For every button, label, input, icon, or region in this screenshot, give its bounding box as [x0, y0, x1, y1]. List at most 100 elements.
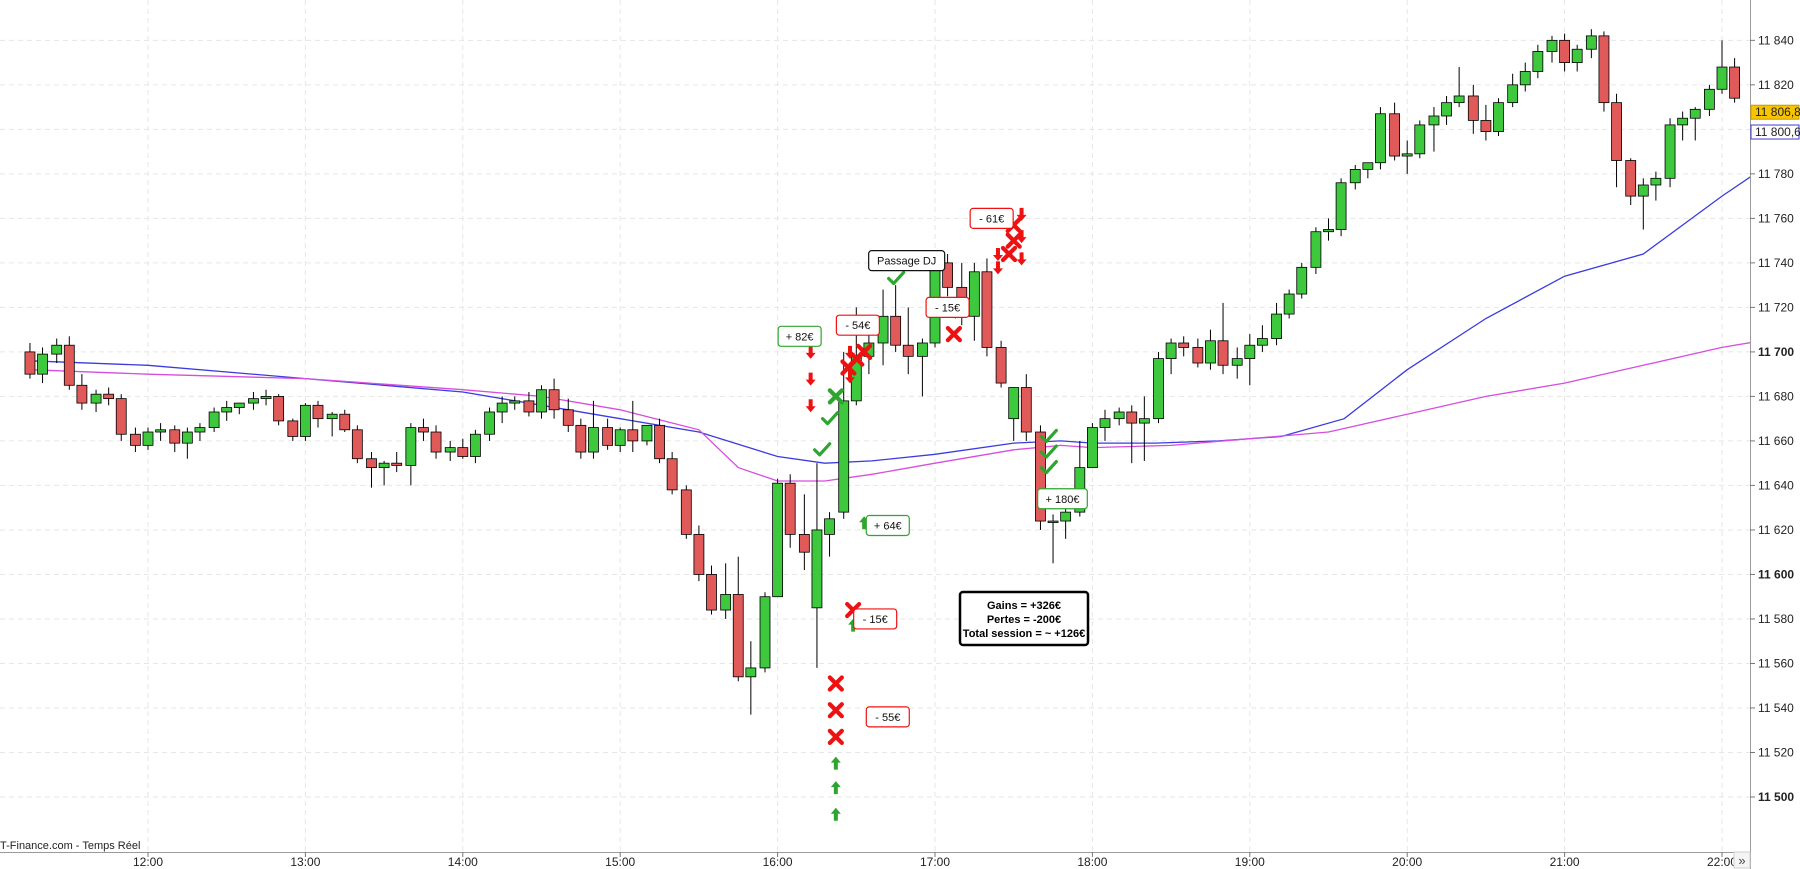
candle-up	[1546, 35, 1558, 63]
candle-body	[720, 594, 732, 611]
candle-body	[90, 393, 102, 404]
scroll-right-button-box[interactable]	[1733, 851, 1751, 869]
candle-down	[273, 394, 285, 426]
price-badge-label: 11 800,6	[1755, 125, 1800, 139]
candle-down	[890, 285, 902, 352]
arrow-down-icon	[1016, 252, 1027, 266]
candle-up	[1165, 338, 1177, 375]
check-icon	[1039, 460, 1058, 475]
candle-up	[1138, 396, 1150, 461]
candle-body	[1099, 418, 1111, 428]
candle-body	[1704, 88, 1715, 110]
candle-up	[1205, 329, 1216, 370]
price-badges: 11 806,8 11 800,6	[1750, 104, 1800, 140]
candle-body	[1349, 169, 1361, 184]
session-summary: Gains = +326€ Pertes = -200€ Total sessi…	[958, 590, 1090, 647]
arrow-down-icon	[805, 399, 816, 413]
trade-label-box	[1037, 488, 1088, 510]
candle-body	[917, 342, 928, 357]
arrow-down-icon	[805, 345, 816, 359]
trade-label: - 15€	[925, 296, 970, 318]
candle-down	[1178, 336, 1190, 357]
candle-body	[1611, 102, 1622, 161]
scroll-right-icon[interactable]: »	[1738, 853, 1745, 868]
candle-up	[469, 429, 481, 464]
x-tick-label: 22:00	[1707, 855, 1737, 869]
candle-body	[457, 447, 469, 457]
candle-body	[496, 402, 508, 413]
y-tick-label: 11 540	[1758, 701, 1794, 715]
candle-body	[772, 482, 783, 598]
candle-body	[1401, 153, 1413, 157]
candle-down	[548, 378, 560, 419]
candle-body	[287, 420, 299, 437]
check-icon	[813, 442, 832, 457]
scroll-right-button[interactable]: »	[1733, 851, 1751, 869]
candle-body	[838, 400, 850, 513]
trade-label-box	[853, 608, 898, 630]
trade-label-text: - 61€	[979, 213, 1004, 225]
y-tick-label: 11 780	[1758, 167, 1794, 181]
cross-icon	[827, 388, 844, 405]
candle-up	[1571, 44, 1583, 72]
candle-body	[1165, 342, 1177, 359]
candle-body	[484, 411, 495, 435]
trade-label: - 54€	[835, 314, 880, 336]
candle-down	[312, 400, 324, 428]
candle-body	[1060, 511, 1072, 522]
x-tick-label: 19:00	[1235, 855, 1265, 869]
y-tick-label: 11 660	[1758, 434, 1794, 448]
check-icon	[887, 270, 906, 286]
candle-down	[706, 565, 717, 615]
candle-down	[351, 425, 363, 464]
candle-body	[1467, 95, 1479, 121]
candle-body	[824, 518, 835, 535]
candle-body	[509, 400, 521, 404]
candle-up	[745, 641, 757, 715]
candle-body	[444, 447, 456, 453]
candle-down	[562, 398, 574, 433]
candle-body	[1441, 102, 1452, 117]
cross-icon	[856, 343, 873, 360]
candle-down	[103, 387, 115, 406]
summary-total: Total session = ~ +126€	[963, 628, 1085, 640]
candle-body	[995, 347, 1007, 384]
candle-body	[641, 424, 653, 442]
y-axis-panel	[1750, 0, 1800, 869]
candle-up	[1008, 387, 1020, 441]
y-tick-label: 11 700	[1758, 345, 1794, 359]
candle-body	[103, 393, 115, 400]
candle-body	[1310, 231, 1322, 268]
candle-body	[169, 429, 181, 444]
candle-body	[1217, 340, 1229, 366]
candle-up	[811, 463, 823, 668]
trade-label-box	[925, 296, 970, 318]
trade-label-text: Passage DJ	[877, 256, 936, 268]
candle-up	[1507, 73, 1519, 108]
candle-body	[981, 271, 993, 348]
trade-label-box	[835, 314, 880, 336]
candle-up	[1716, 40, 1728, 94]
candle-body	[968, 271, 980, 317]
trade-label: + 82€	[777, 325, 822, 347]
candle-up	[641, 424, 653, 446]
candle-down	[418, 418, 429, 441]
candle-down	[942, 253, 953, 297]
candle-body	[666, 458, 678, 491]
candle-body	[37, 353, 48, 375]
candle-body	[405, 427, 417, 466]
candle-up	[824, 512, 835, 557]
trade-label: Passage DJ	[868, 250, 946, 272]
candle-body	[1677, 117, 1689, 126]
candle-down	[1217, 302, 1229, 375]
candle-up	[720, 563, 732, 619]
y-tick-label: 11 580	[1758, 612, 1794, 626]
candle-body	[1008, 387, 1020, 420]
candle-up	[536, 385, 547, 419]
y-tick-label: 11 740	[1758, 256, 1794, 270]
candle-body	[1571, 48, 1583, 63]
x-tick-label: 14:00	[448, 855, 478, 869]
candle-down	[902, 307, 914, 375]
